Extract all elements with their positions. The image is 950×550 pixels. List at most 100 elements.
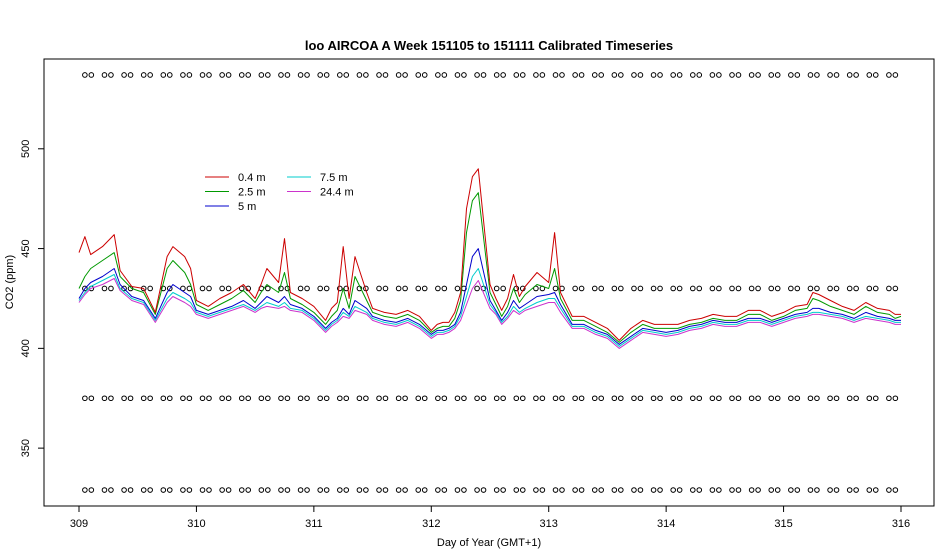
calibration-marker [592,396,597,401]
calibration-marker [573,73,578,78]
calibration-marker [128,73,133,78]
calibration-marker [632,396,637,401]
calibration-marker [285,488,290,493]
calibration-marker [383,488,388,493]
calibration-marker [187,73,192,78]
calibration-marker [560,73,565,78]
calibration-marker [442,396,447,401]
calibration-marker [357,73,362,78]
legend-label: 5 m [238,201,256,213]
calibration-marker [403,396,408,401]
calibration-marker [357,396,362,401]
calibration-marker [789,73,794,78]
calibration-marker [102,286,107,291]
calibration-marker [259,396,264,401]
calibration-marker [344,73,349,78]
calibration-marker [540,396,545,401]
calibration-marker [834,73,839,78]
y-axis-ticks: 350400450500 [20,140,44,458]
calibration-marker [619,488,624,493]
calibration-marker [167,488,172,493]
calibration-marker [847,286,852,291]
calibration-marker [239,488,244,493]
calibration-marker [677,488,682,493]
calibration-marker [612,73,617,78]
calibration-marker [560,396,565,401]
calibration-marker [422,73,427,78]
calibration-marker [697,73,702,78]
calibration-marker [148,286,153,291]
x-tick-label: 314 [657,518,675,530]
calibration-marker [834,396,839,401]
calibration-marker [736,286,741,291]
calibration-marker [520,488,525,493]
calibration-marker [579,286,584,291]
calibration-marker [318,488,323,493]
calibration-marker [690,396,695,401]
calibration-marker [710,73,715,78]
calibration-marker [671,286,676,291]
calibration-marker [266,286,271,291]
calibration-marker [207,286,212,291]
calibration-marker [298,488,303,493]
calibration-marker [854,73,859,78]
calibration-marker [161,396,166,401]
calibration-marker [867,73,872,78]
calibration-marker [854,396,859,401]
calibration-marker [560,488,565,493]
calibration-marker [246,73,251,78]
calibration-marker [697,488,702,493]
calibration-marker [730,286,735,291]
calibration-marker [893,396,898,401]
calibration-marker [756,73,761,78]
calibration-marker [658,488,663,493]
calibration-marker [710,286,715,291]
calibration-marker [553,396,558,401]
calibration-marker [318,286,323,291]
calibration-marker [259,73,264,78]
calibration-marker [494,286,499,291]
calibration-marker [239,73,244,78]
calibration-marker [501,286,506,291]
calibration-marker [795,396,800,401]
calibration-marker [828,73,833,78]
calibration-marker [730,488,735,493]
calibration-marker [364,488,369,493]
calibration-marker [266,73,271,78]
calibration-marker [207,396,212,401]
calibration-marker [795,286,800,291]
calibration-marker [808,73,813,78]
calibration-marker [226,286,231,291]
calibration-marker [109,73,114,78]
calibration-marker [815,73,820,78]
calibration-marker [697,286,702,291]
calibration-marker [200,286,205,291]
x-tick-label: 315 [774,518,792,530]
calibration-marker [619,396,624,401]
calibration-marker [671,73,676,78]
calibration-marker [396,396,401,401]
calibration-marker [730,396,735,401]
calibration-marker [305,396,310,401]
calibration-marker [422,396,427,401]
calibration-marker [462,396,467,401]
calibration-marker [769,488,774,493]
calibration-marker [847,396,852,401]
calibration-marker [789,396,794,401]
calibration-marker [422,286,427,291]
x-axis-label: Day of Year (GMT+1) [437,537,541,549]
calibration-marker [619,73,624,78]
calibration-marker [324,286,329,291]
series-group [79,169,901,349]
calibration-marker [416,488,421,493]
calibration-marker [573,488,578,493]
calibration-marker [305,73,310,78]
calibration-marker [775,73,780,78]
x-tick-label: 313 [540,518,558,530]
calibration-marker [442,73,447,78]
x-axis-ticks: 309 310 311 312 313 314 315 316 [70,506,910,530]
calibration-marker [338,73,343,78]
chart-title: loo AIRCOA A Week 151105 to 151111 Calib… [305,38,673,53]
calibration-marker [455,396,460,401]
calibration-marker [148,488,153,493]
